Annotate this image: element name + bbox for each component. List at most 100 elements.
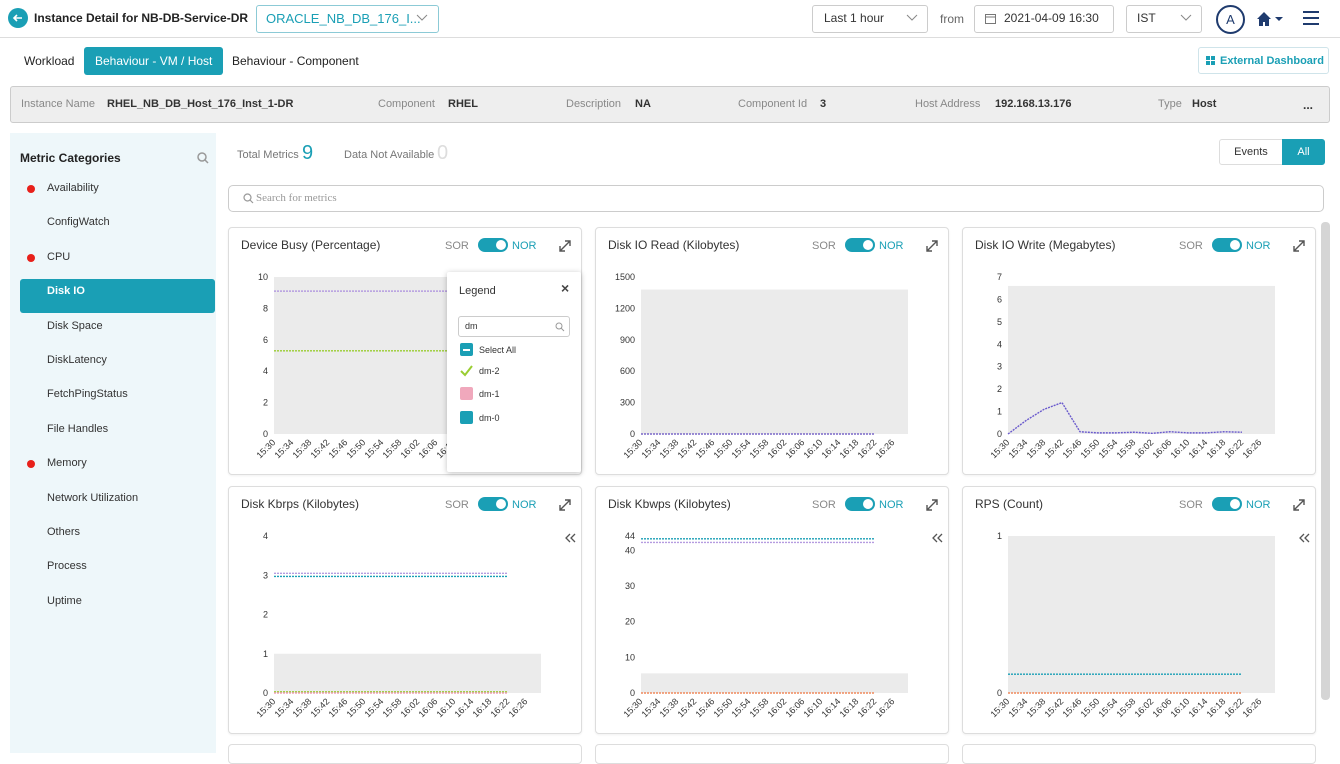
sor-nor-switch[interactable]: [845, 497, 875, 511]
y-tick-label: 30: [625, 581, 635, 591]
na-label: Data Not Available: [344, 149, 435, 161]
y-tick-label: 1: [997, 407, 1002, 417]
sidebar-item[interactable]: Disk IO: [47, 285, 85, 298]
info-label: Host Address: [915, 98, 981, 110]
y-tick-label: 4: [997, 339, 1002, 349]
avatar[interactable]: A: [1216, 5, 1245, 34]
metric-search[interactable]: [228, 185, 1324, 212]
sor-nor-switch[interactable]: [1212, 497, 1242, 511]
sidebar-item[interactable]: Disk Space: [47, 319, 103, 332]
view-toggle-button[interactable]: All: [1282, 139, 1325, 165]
external-dashboard-button[interactable]: [1198, 47, 1329, 74]
sor-nor-switch[interactable]: [478, 238, 508, 252]
chart: RPS (Count) SOR NOR0115:3015:3415:3815:421…: [975, 497, 1310, 719]
legend-swatch[interactable]: [460, 364, 473, 377]
expand-icon: [559, 240, 571, 252]
grid-icon: [1206, 56, 1215, 65]
x-tick-label: 15:42: [1042, 437, 1065, 460]
sidebar-item[interactable]: Uptime: [47, 594, 82, 607]
date-input[interactable]: [974, 5, 1114, 33]
x-tick-label: 15:34: [639, 437, 662, 460]
chevron: [416, 14, 428, 21]
info-more[interactable]: ...: [1303, 98, 1314, 112]
header-bar: [0, 0, 1340, 38]
back-button[interactable]: [8, 8, 28, 28]
minus: [463, 349, 470, 351]
sidebar-item[interactable]: Network Utilization: [47, 491, 139, 504]
sor-nor-switch[interactable]: [845, 238, 875, 252]
sidebar-item[interactable]: CPU: [47, 250, 71, 263]
sidebar-item[interactable]: FetchPingStatus: [47, 388, 128, 401]
instance-select-text: ORACLE_NB_DB_176_I...: [266, 11, 421, 26]
x-tick-label: 15:46: [693, 437, 716, 460]
chart-title: Disk Kbrps (Kilobytes): [241, 497, 359, 511]
toggle-on-label: NOR: [879, 499, 904, 511]
legend-swatch[interactable]: [460, 343, 473, 356]
sidebar-item[interactable]: File Handles: [47, 422, 109, 435]
plot-shade: [641, 673, 908, 693]
x-tick-label: 16:26: [1240, 696, 1263, 719]
date-text: 2021-04-09 16:30: [1004, 11, 1099, 25]
sor-nor-switch[interactable]: [478, 497, 508, 511]
panel-partial: [228, 744, 582, 764]
x-tick-label: 16:02: [398, 437, 421, 460]
toggle-on-label: NOR: [1246, 499, 1271, 511]
legend-item[interactable]: dm-1: [479, 389, 500, 399]
hamburger[interactable]: [1303, 10, 1321, 26]
x-tick-label: 15:46: [326, 696, 349, 719]
legend-close[interactable]: ×: [561, 280, 570, 296]
legend-swatch[interactable]: [460, 387, 473, 400]
y-tick-label: 1: [997, 531, 1002, 541]
legend-swatch[interactable]: [460, 411, 473, 424]
info-value: 3: [820, 98, 827, 110]
x-tick-label: 16:14: [819, 696, 842, 719]
x-tick-label: 16:02: [1132, 437, 1155, 460]
instance-select[interactable]: [256, 5, 439, 33]
legend-item[interactable]: dm-0: [479, 413, 500, 423]
sidebar-item[interactable]: DiskLatency: [47, 354, 107, 366]
y-tick-label: 0: [263, 429, 268, 439]
x-tick-label: 15:58: [747, 437, 770, 460]
view-toggle-button[interactable]: Events: [1219, 139, 1283, 165]
chart-title: Disk IO Write (Megabytes): [975, 238, 1115, 252]
x-tick-label: 15:38: [1024, 437, 1047, 460]
x-tick-label: 16:26: [506, 696, 529, 719]
y-tick-label: 1200: [615, 303, 635, 313]
range-select[interactable]: [812, 5, 928, 33]
search-icon[interactable]: [197, 152, 209, 164]
x-tick-label: 16:10: [434, 696, 457, 719]
tab[interactable]: Behaviour - Component: [232, 54, 359, 68]
timezone-select[interactable]: [1126, 5, 1202, 33]
sidebar-title: Metric Categories: [20, 151, 121, 165]
legend-item[interactable]: Select All: [479, 345, 517, 355]
sidebar-item[interactable]: Memory: [47, 457, 87, 470]
sidebar-item[interactable]: Availability: [47, 182, 99, 194]
legend-search[interactable]: [458, 316, 570, 337]
legend-item[interactable]: dm-2: [479, 366, 500, 376]
toggle-off-label: SOR: [1179, 240, 1203, 252]
sidebar-item[interactable]: ConfigWatch: [47, 216, 110, 229]
toggle-on-label: NOR: [512, 240, 537, 252]
plot-shade: [641, 289, 908, 434]
chart: Disk IO Read (Kilobytes) SOR NOR 0 300 600 900…: [608, 238, 938, 460]
x-tick-label: 16:18: [1204, 696, 1227, 719]
back-icon: [12, 14, 22, 22]
scrollbar[interactable]: [1321, 222, 1330, 700]
sor-nor-switch[interactable]: [1212, 238, 1242, 252]
search-icon: [555, 322, 565, 332]
home-menu[interactable]: [1255, 10, 1287, 28]
sidebar: [10, 133, 216, 753]
sidebar-item[interactable]: Process: [47, 560, 87, 573]
chart-title: RPS (Count): [975, 497, 1043, 511]
sidebar-item[interactable]: Others: [47, 526, 81, 538]
y-tick-label: 6: [263, 335, 268, 345]
x-tick-label: 15:58: [1114, 696, 1137, 719]
tab[interactable]: Workload: [24, 54, 75, 68]
tab[interactable]: Behaviour - VM / Host: [84, 47, 224, 75]
y-tick-label: 0: [997, 429, 1002, 439]
x-tick-label: 16:18: [837, 696, 860, 719]
page-title: Instance Detail for NB-DB-Service-DR: [34, 11, 249, 25]
plot-shade: [1008, 285, 1275, 434]
legend-popup: Legend × dm Select All dm-2 dm-1 dm-0: [447, 272, 581, 472]
